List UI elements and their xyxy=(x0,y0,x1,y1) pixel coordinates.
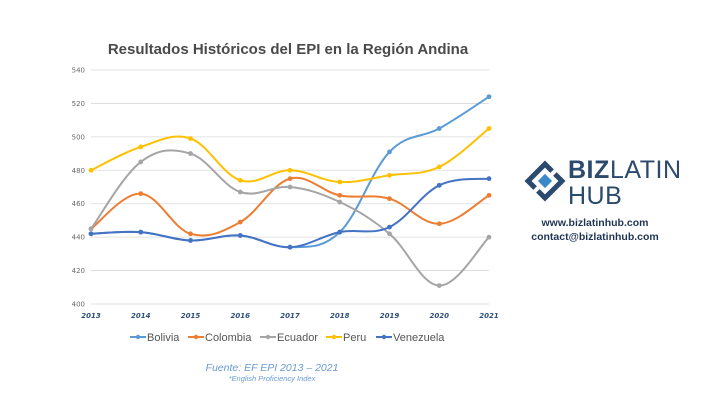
legend-item-ecuador: Ecuador xyxy=(260,332,318,344)
data-point-bolivia xyxy=(387,149,392,155)
x-tick-label: 2013 xyxy=(81,312,101,320)
data-point-venezuela xyxy=(436,182,442,188)
data-point-colombia xyxy=(287,176,293,182)
legend-item-venezuela: Venezuela xyxy=(376,332,445,344)
legend-item-colombia: Colombia xyxy=(188,332,252,344)
x-tick-label: 2020 xyxy=(430,312,450,320)
series-lines xyxy=(90,95,490,287)
data-point-ecuador xyxy=(486,234,492,240)
data-point-peru xyxy=(287,167,293,173)
legend-label: Peru xyxy=(343,332,366,344)
data-point-bolivia xyxy=(436,126,442,131)
series-line-colombia xyxy=(90,176,490,237)
x-tick-label: 2018 xyxy=(330,312,350,320)
x-tick-label: 2021 xyxy=(479,312,499,320)
legend-swatch-dot xyxy=(331,334,337,340)
data-point-venezuela xyxy=(188,238,193,243)
data-point-colombia xyxy=(237,219,243,225)
data-point-colombia xyxy=(436,221,442,227)
legend-item-peru: Peru xyxy=(326,332,366,344)
data-point-ecuador xyxy=(188,151,193,156)
data-point-colombia xyxy=(337,192,343,198)
data-point-ecuador xyxy=(287,184,293,190)
data-point-ecuador xyxy=(387,231,392,237)
data-point-ecuador xyxy=(138,159,144,165)
data-point-ecuador xyxy=(436,283,442,289)
y-tick-label: 420 xyxy=(72,267,85,275)
data-point-peru xyxy=(436,164,442,170)
legend-label: Colombia xyxy=(205,332,252,344)
data-point-venezuela xyxy=(387,224,392,230)
data-point-colombia xyxy=(387,196,392,202)
data-point-peru xyxy=(387,172,392,178)
x-tick-label: 2014 xyxy=(131,312,151,320)
biz-latin-hub-logo-icon xyxy=(524,160,566,202)
series-points xyxy=(88,94,492,289)
x-tick-label: 2016 xyxy=(231,312,251,320)
legend-swatch-dot xyxy=(193,334,199,340)
legend-swatch-dot xyxy=(265,334,271,340)
data-point-venezuela xyxy=(486,176,492,182)
legend-swatch-dot xyxy=(135,334,141,340)
data-point-colombia xyxy=(188,231,193,237)
data-point-peru xyxy=(237,177,243,183)
y-tick-label: 500 xyxy=(72,133,85,141)
x-tick-label: 2017 xyxy=(280,312,300,320)
data-point-venezuela xyxy=(88,231,94,237)
chart-title: Resultados Históricos del EPI en la Regi… xyxy=(108,41,469,58)
data-point-venezuela xyxy=(337,229,343,235)
data-point-venezuela xyxy=(237,233,243,238)
legend: Bolivia Colombia Ecuador Peru Venezuela xyxy=(130,332,445,344)
data-point-ecuador xyxy=(337,199,343,205)
y-tick-label: 520 xyxy=(72,100,85,108)
brand-word-hub: HUB xyxy=(568,182,622,210)
data-point-ecuador xyxy=(88,226,94,232)
data-point-peru xyxy=(88,167,94,173)
legend-swatch-dot xyxy=(381,334,387,340)
website-text: www.bizlatinhub.com xyxy=(541,217,649,229)
y-tick-label: 480 xyxy=(72,167,85,175)
x-axis-ticks: 2013 2014 2015 2016 2017 2018 2019 2020 2021 xyxy=(81,312,499,320)
data-point-peru xyxy=(337,179,343,185)
y-tick-label: 400 xyxy=(72,301,85,309)
data-point-venezuela xyxy=(287,244,293,250)
brand-word-latin: LATIN xyxy=(610,156,682,184)
data-point-colombia xyxy=(486,192,492,198)
legend-item-bolivia: Bolivia xyxy=(130,332,180,344)
source-footnote: *English Proficiency Index xyxy=(229,374,316,383)
x-tick-label: 2019 xyxy=(380,312,400,320)
y-axis-ticks: 400 420 440 460 480 500 520 540 xyxy=(72,67,85,309)
data-point-ecuador xyxy=(237,189,243,195)
data-point-peru xyxy=(138,144,144,150)
y-tick-label: 460 xyxy=(72,200,85,208)
legend-label: Venezuela xyxy=(393,332,445,344)
legend-label: Bolivia xyxy=(147,332,180,344)
x-tick-label: 2015 xyxy=(181,312,201,320)
legend-label: Ecuador xyxy=(277,332,318,344)
data-point-peru xyxy=(188,136,193,141)
y-tick-label: 540 xyxy=(72,67,85,75)
data-point-colombia xyxy=(138,191,144,197)
y-tick-label: 440 xyxy=(72,234,85,242)
source-line: Fuente: EF EPI 2013 – 2021 xyxy=(206,362,339,374)
data-point-peru xyxy=(486,126,492,131)
email-text: contact@bizlatinhub.com xyxy=(531,231,659,243)
data-point-venezuela xyxy=(138,229,144,235)
brand-word-biz: BIZ xyxy=(568,156,610,184)
data-point-bolivia xyxy=(486,94,492,100)
brand-logo: BIZ LATIN HUB xyxy=(524,156,681,210)
